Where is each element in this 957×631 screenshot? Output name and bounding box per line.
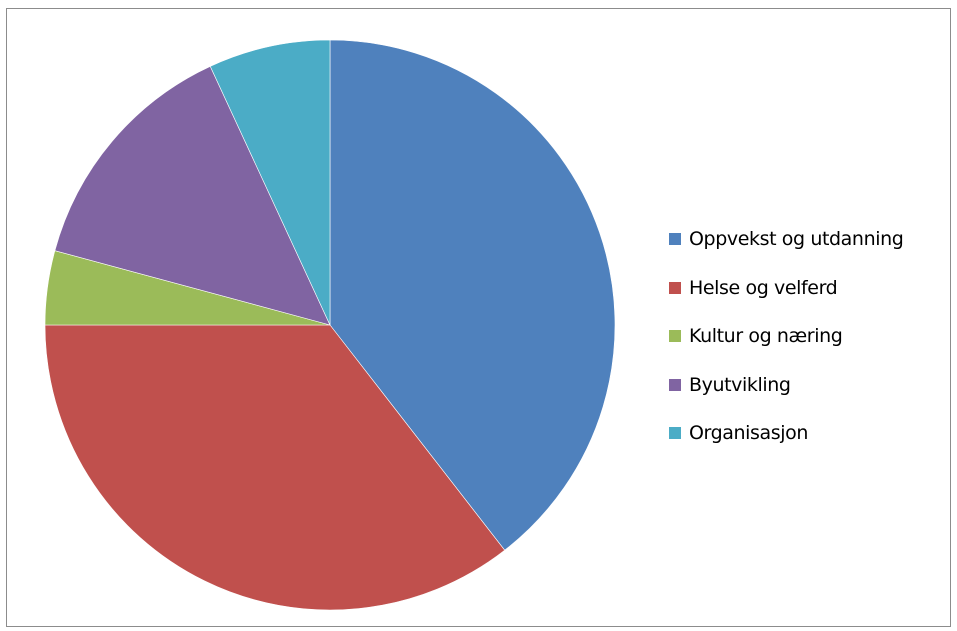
pie-slice-organisasjon — [209, 39, 331, 326]
legend-swatch-organisasjon — [669, 427, 681, 440]
legend-label-oppvekst: Oppvekst og utdanning — [689, 228, 904, 251]
legend-swatch-oppvekst — [669, 233, 681, 246]
pie-slice-byutvikling — [54, 65, 331, 326]
legend-swatch-kultur — [669, 330, 681, 343]
chart-area: Oppvekst og utdanning Helse og velferd K… — [6, 8, 951, 627]
legend-swatch-helse — [669, 281, 681, 294]
pie-slice-oppvekst — [329, 39, 616, 551]
pie-slices — [44, 39, 616, 611]
legend-item-kultur: Kultur og næring — [669, 312, 903, 361]
legend-item-organisasjon: Organisasjon — [669, 409, 903, 458]
legend-label-byutvikling: Byutvikling — [689, 373, 791, 396]
legend: Oppvekst og utdanning Helse og velferd K… — [669, 215, 904, 458]
legend-label-kultur: Kultur og næring — [689, 325, 843, 348]
legend-item-helse: Helse og velferd — [669, 264, 903, 313]
pie-chart — [44, 39, 616, 611]
legend-item-oppvekst: Oppvekst og utdanning — [669, 215, 904, 264]
legend-label-organisasjon: Organisasjon — [689, 422, 809, 445]
legend-item-byutvikling: Byutvikling — [669, 361, 903, 410]
pie-slice-helse — [44, 324, 506, 611]
legend-label-helse: Helse og velferd — [689, 276, 838, 299]
legend-swatch-byutvikling — [669, 378, 681, 391]
